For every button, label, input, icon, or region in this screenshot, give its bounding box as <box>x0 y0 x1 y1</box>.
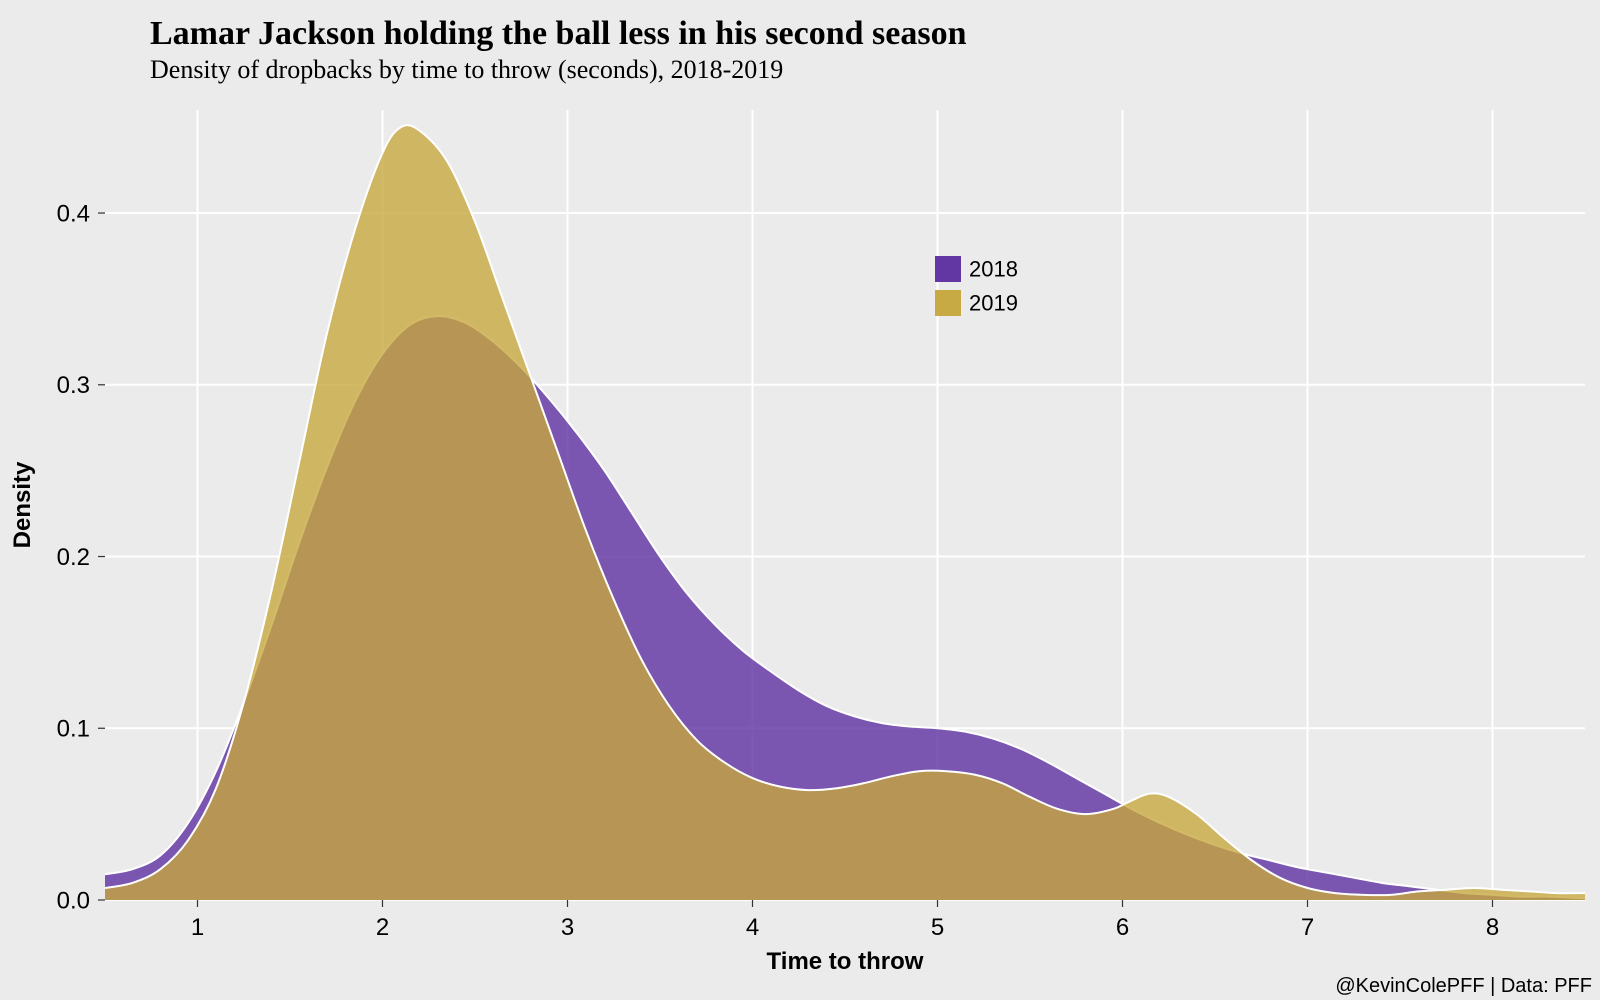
x-axis-label: Time to throw <box>767 948 924 975</box>
legend-label-2019: 2019 <box>969 290 1018 315</box>
x-tick-label: 5 <box>931 914 944 941</box>
x-tick-label: 7 <box>1301 914 1314 941</box>
y-tick-label: 0.2 <box>57 544 90 571</box>
chart-subtitle: Density of dropbacks by time to throw (s… <box>150 55 783 84</box>
y-tick-label: 0.3 <box>57 372 90 399</box>
x-tick-label: 6 <box>1116 914 1129 941</box>
x-tick-label: 8 <box>1486 914 1499 941</box>
y-axis-label: Density <box>9 461 36 548</box>
legend-label-2018: 2018 <box>969 256 1018 281</box>
x-tick-label: 2 <box>376 914 389 941</box>
legend-swatch-2019 <box>935 290 961 316</box>
chart-root: Lamar Jackson holding the ball less in h… <box>0 0 1600 1000</box>
y-tick-label: 0.0 <box>57 887 90 914</box>
y-tick-label: 0.4 <box>57 200 90 227</box>
x-tick-label: 3 <box>561 914 574 941</box>
legend-swatch-2018 <box>935 256 961 282</box>
chart-title: Lamar Jackson holding the ball less in h… <box>150 15 967 52</box>
x-tick-label: 1 <box>191 914 204 941</box>
chart-caption: @KevinColePFF | Data: PFF <box>1335 975 1592 997</box>
y-tick-label: 0.1 <box>57 716 90 743</box>
x-tick-label: 4 <box>746 914 759 941</box>
